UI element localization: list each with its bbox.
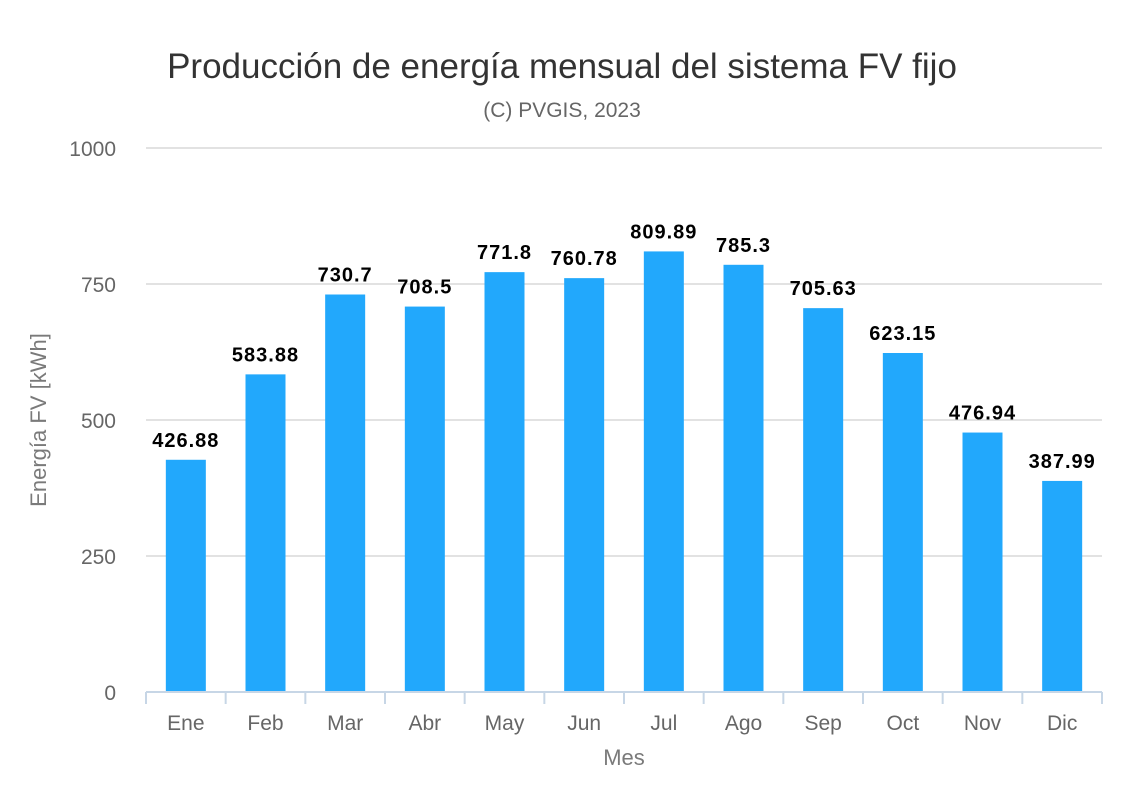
x-tick-label: Sep [804, 712, 841, 735]
x-tick-label: Oct [886, 712, 919, 735]
x-tick-label: Ago [725, 712, 762, 735]
data-labels: 426.88 583.88 730.7 708.5 771.8 760.78 809.89 7… [152, 221, 1096, 473]
bar-value-label: 785.3 [716, 235, 771, 257]
bar [723, 264, 764, 692]
bar-value-label: 476.94 [949, 403, 1016, 425]
x-tick-label: Jun [567, 712, 601, 735]
bar [643, 251, 684, 692]
bar [325, 294, 366, 692]
bar-value-label: 705.63 [790, 278, 857, 300]
x-tick-label: Feb [247, 712, 283, 735]
y-tick-label: 1000 [69, 138, 116, 161]
chart-subtitle: (C) PVGIS, 2023 [483, 99, 641, 122]
bar [803, 308, 844, 692]
bar [245, 374, 286, 692]
y-tick-label: 250 [81, 546, 116, 569]
bar-value-label: 583.88 [232, 344, 299, 366]
x-tick-label: Mar [327, 712, 363, 735]
x-axis-title: Mes [603, 745, 645, 770]
bar [404, 306, 445, 692]
bar-value-label: 730.7 [318, 264, 373, 286]
bar-value-label: 623.15 [869, 323, 936, 345]
bar [484, 272, 525, 692]
x-tick-label: May [485, 712, 525, 735]
x-tick-label: Dic [1047, 712, 1077, 735]
chart-title: Producción de energía mensual del sistem… [167, 47, 957, 86]
bars [165, 251, 1083, 692]
x-tick-label: Nov [964, 712, 1002, 735]
y-axis-ticks: 0 250 500 750 1000 [69, 138, 116, 705]
y-tick-label: 0 [104, 682, 116, 705]
bar [165, 459, 206, 692]
bar [564, 278, 605, 692]
bar [1042, 480, 1083, 692]
bar-value-label: 387.99 [1029, 451, 1096, 473]
x-axis: Ene Feb Mar Abr May Jun Jul Ago Sep Oct Nov Dic [145, 691, 1103, 735]
bar [962, 432, 1003, 692]
grid-lines [146, 147, 1102, 557]
bar-value-label: 426.88 [152, 430, 219, 452]
bar-value-label: 708.5 [397, 277, 452, 299]
x-tick-label: Jul [650, 712, 677, 735]
bar-value-label: 760.78 [551, 248, 618, 270]
bar-value-label: 809.89 [630, 221, 697, 243]
x-tick-label: Ene [167, 712, 204, 735]
x-tick-label: Abr [408, 712, 441, 735]
bar-value-label: 771.8 [477, 242, 532, 264]
y-tick-label: 750 [81, 274, 116, 297]
bar [882, 353, 923, 692]
y-axis-title: Energía FV [kWh] [26, 333, 51, 507]
y-tick-label: 500 [81, 410, 116, 433]
